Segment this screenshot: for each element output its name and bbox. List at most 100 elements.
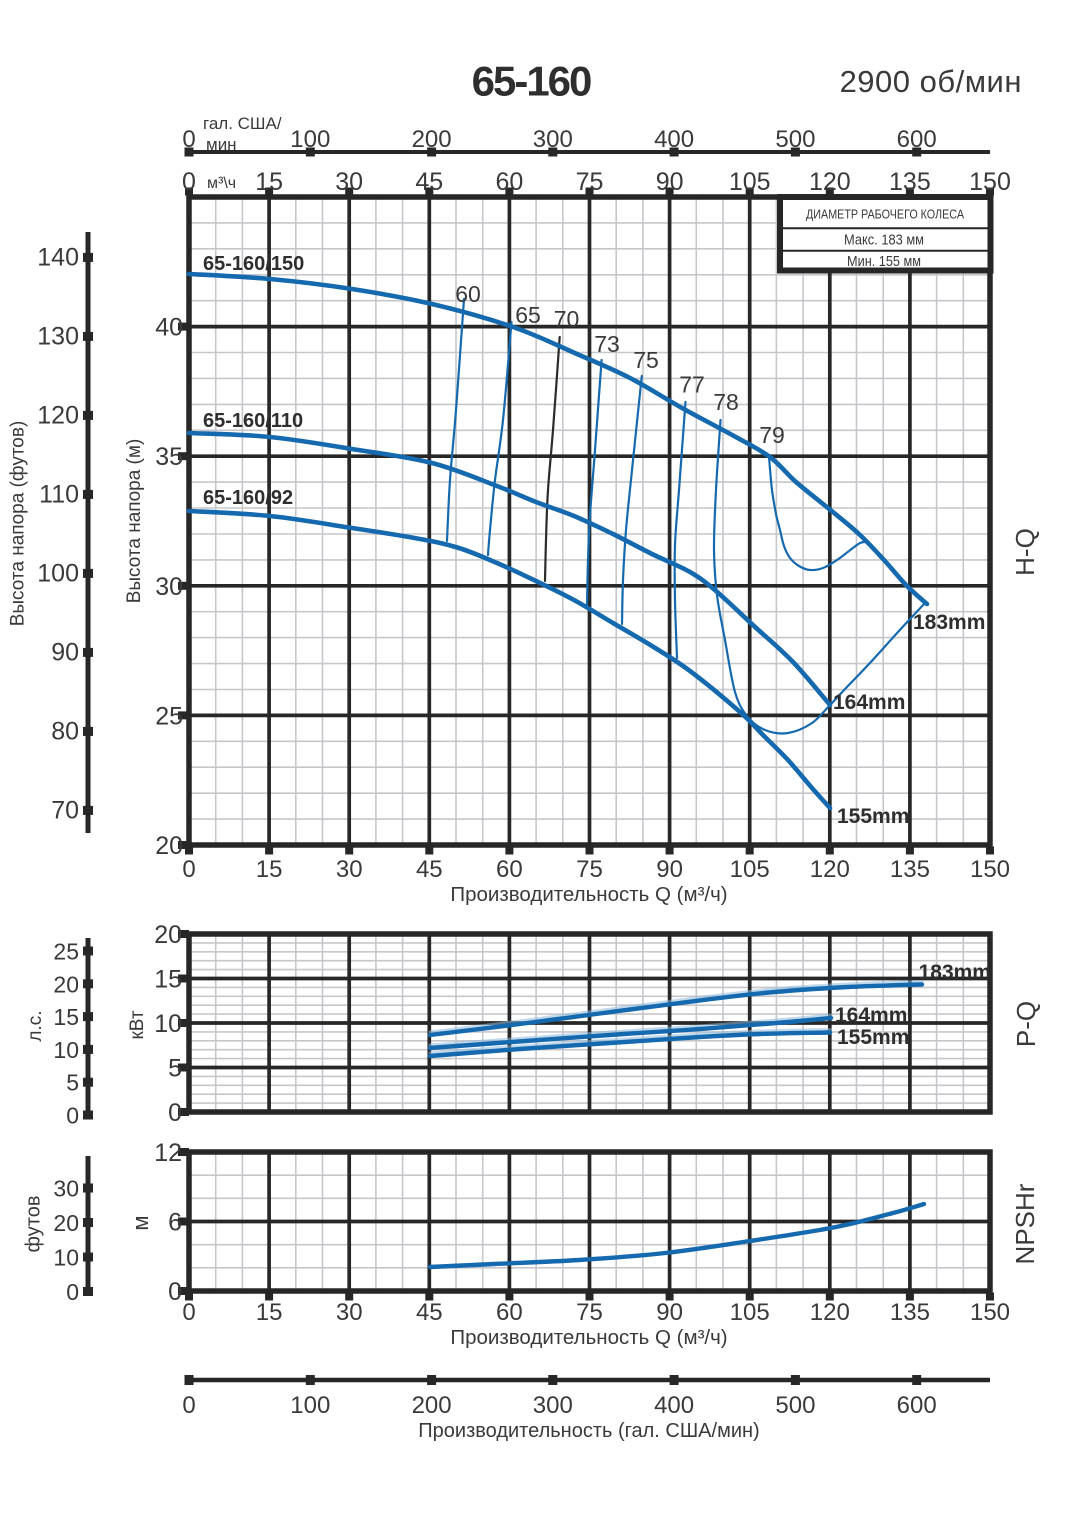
svg-text:0: 0 [182, 168, 196, 196]
svg-text:15: 15 [256, 856, 283, 883]
svg-text:гал. США/: гал. США/ [203, 114, 282, 133]
svg-text:60: 60 [496, 1299, 523, 1326]
svg-text:2900 об/мин: 2900 об/мин [840, 64, 1022, 99]
svg-text:15: 15 [255, 168, 283, 196]
svg-text:77: 77 [679, 372, 705, 398]
svg-text:135: 135 [890, 1299, 930, 1326]
svg-text:500: 500 [775, 126, 815, 153]
svg-text:400: 400 [654, 126, 694, 153]
svg-text:6: 6 [168, 1209, 182, 1237]
svg-text:155mm: 155mm [837, 1026, 909, 1049]
svg-text:79: 79 [759, 422, 785, 448]
svg-text:90: 90 [656, 1299, 683, 1326]
svg-text:105: 105 [730, 1299, 770, 1326]
svg-text:135: 135 [890, 856, 930, 883]
svg-text:110: 110 [39, 480, 79, 508]
svg-text:30: 30 [53, 1176, 79, 1202]
svg-text:45: 45 [415, 168, 443, 196]
svg-text:м³\ч: м³\ч [207, 175, 236, 192]
svg-text:10: 10 [154, 1010, 182, 1038]
svg-text:20: 20 [53, 971, 79, 997]
svg-text:150: 150 [970, 856, 1010, 883]
svg-text:200: 200 [412, 126, 452, 153]
svg-text:164mm: 164mm [835, 1004, 907, 1027]
svg-text:183mm: 183mm [913, 611, 985, 634]
svg-text:70: 70 [51, 796, 79, 824]
svg-text:120: 120 [37, 401, 79, 429]
svg-text:25: 25 [155, 702, 183, 730]
svg-text:90: 90 [656, 856, 683, 883]
svg-text:кВт: кВт [127, 1010, 148, 1039]
svg-text:400: 400 [654, 1392, 694, 1419]
svg-text:Мин. 155 мм: Мин. 155 мм [847, 254, 921, 270]
svg-text:500: 500 [775, 1392, 815, 1419]
svg-text:105: 105 [729, 168, 771, 196]
svg-text:200: 200 [412, 1392, 452, 1419]
svg-text:65: 65 [515, 302, 541, 328]
svg-text:0: 0 [66, 1103, 79, 1129]
svg-text:15: 15 [53, 1004, 79, 1030]
svg-text:65-160: 65-160 [472, 58, 591, 105]
svg-text:75: 75 [576, 856, 603, 883]
svg-text:80: 80 [51, 717, 79, 745]
svg-text:Высота напора (м): Высота напора (м) [124, 439, 145, 604]
svg-text:15: 15 [256, 1299, 283, 1326]
svg-text:0: 0 [182, 1299, 195, 1326]
svg-text:5: 5 [168, 1055, 182, 1083]
svg-text:футов: футов [23, 1196, 45, 1253]
svg-text:65-160/92: 65-160/92 [203, 487, 293, 509]
svg-text:Производительность (гал. США/м: Производительность (гал. США/мин) [418, 1420, 759, 1442]
svg-text:75: 75 [576, 168, 604, 196]
svg-text:300: 300 [533, 126, 573, 153]
svg-text:90: 90 [656, 168, 684, 196]
svg-text:105: 105 [730, 856, 770, 883]
svg-text:100: 100 [290, 126, 330, 153]
svg-text:600: 600 [897, 1392, 937, 1419]
svg-text:90: 90 [51, 638, 79, 666]
svg-text:Производительность Q (м³/ч): Производительность Q (м³/ч) [450, 883, 727, 906]
svg-text:65-160/110: 65-160/110 [203, 410, 303, 432]
svg-text:30: 30 [336, 1299, 363, 1326]
svg-text:30: 30 [335, 168, 363, 196]
svg-text:150: 150 [970, 1299, 1010, 1326]
svg-text:мин: мин [206, 135, 237, 154]
svg-text:300: 300 [533, 1392, 573, 1419]
svg-text:100: 100 [290, 1392, 330, 1419]
svg-text:75: 75 [633, 347, 659, 373]
svg-text:м: м [128, 1215, 153, 1230]
svg-text:155mm: 155mm [837, 805, 909, 828]
svg-text:0: 0 [182, 126, 195, 153]
svg-text:60: 60 [496, 856, 523, 883]
svg-text:130: 130 [37, 322, 79, 350]
svg-text:40: 40 [155, 314, 183, 342]
svg-text:60: 60 [495, 168, 523, 196]
svg-text:0: 0 [66, 1279, 79, 1305]
svg-text:120: 120 [809, 168, 851, 196]
svg-text:45: 45 [416, 1299, 443, 1326]
svg-text:140: 140 [37, 243, 79, 271]
svg-text:35: 35 [155, 443, 183, 471]
svg-text:65-160/150: 65-160/150 [203, 253, 304, 275]
svg-text:0: 0 [168, 1099, 182, 1127]
svg-text:Производительность Q (м³/ч): Производительность Q (м³/ч) [450, 1326, 727, 1349]
svg-text:20: 20 [154, 921, 182, 949]
svg-text:600: 600 [897, 126, 937, 153]
svg-text:45: 45 [416, 856, 443, 883]
svg-text:60: 60 [455, 281, 481, 307]
svg-text:120: 120 [810, 856, 850, 883]
svg-text:Высота напора (футов): Высота напора (футов) [8, 421, 29, 627]
svg-text:5: 5 [66, 1070, 79, 1096]
svg-text:70: 70 [554, 306, 580, 332]
svg-text:ДИАМЕТР РАБОЧЕГО КОЛЕСА: ДИАМЕТР РАБОЧЕГО КОЛЕСА [806, 207, 964, 222]
svg-text:15: 15 [154, 966, 182, 994]
svg-text:78: 78 [713, 389, 739, 415]
svg-text:120: 120 [810, 1299, 850, 1326]
svg-text:12: 12 [154, 1139, 182, 1167]
svg-text:H-Q: H-Q [1010, 528, 1040, 576]
svg-text:Макс. 183 мм: Макс. 183 мм [844, 233, 924, 249]
svg-text:150: 150 [969, 168, 1011, 196]
svg-text:30: 30 [155, 573, 183, 601]
svg-text:20: 20 [53, 1210, 79, 1236]
svg-text:0: 0 [182, 1392, 195, 1419]
svg-text:164mm: 164mm [833, 691, 905, 714]
